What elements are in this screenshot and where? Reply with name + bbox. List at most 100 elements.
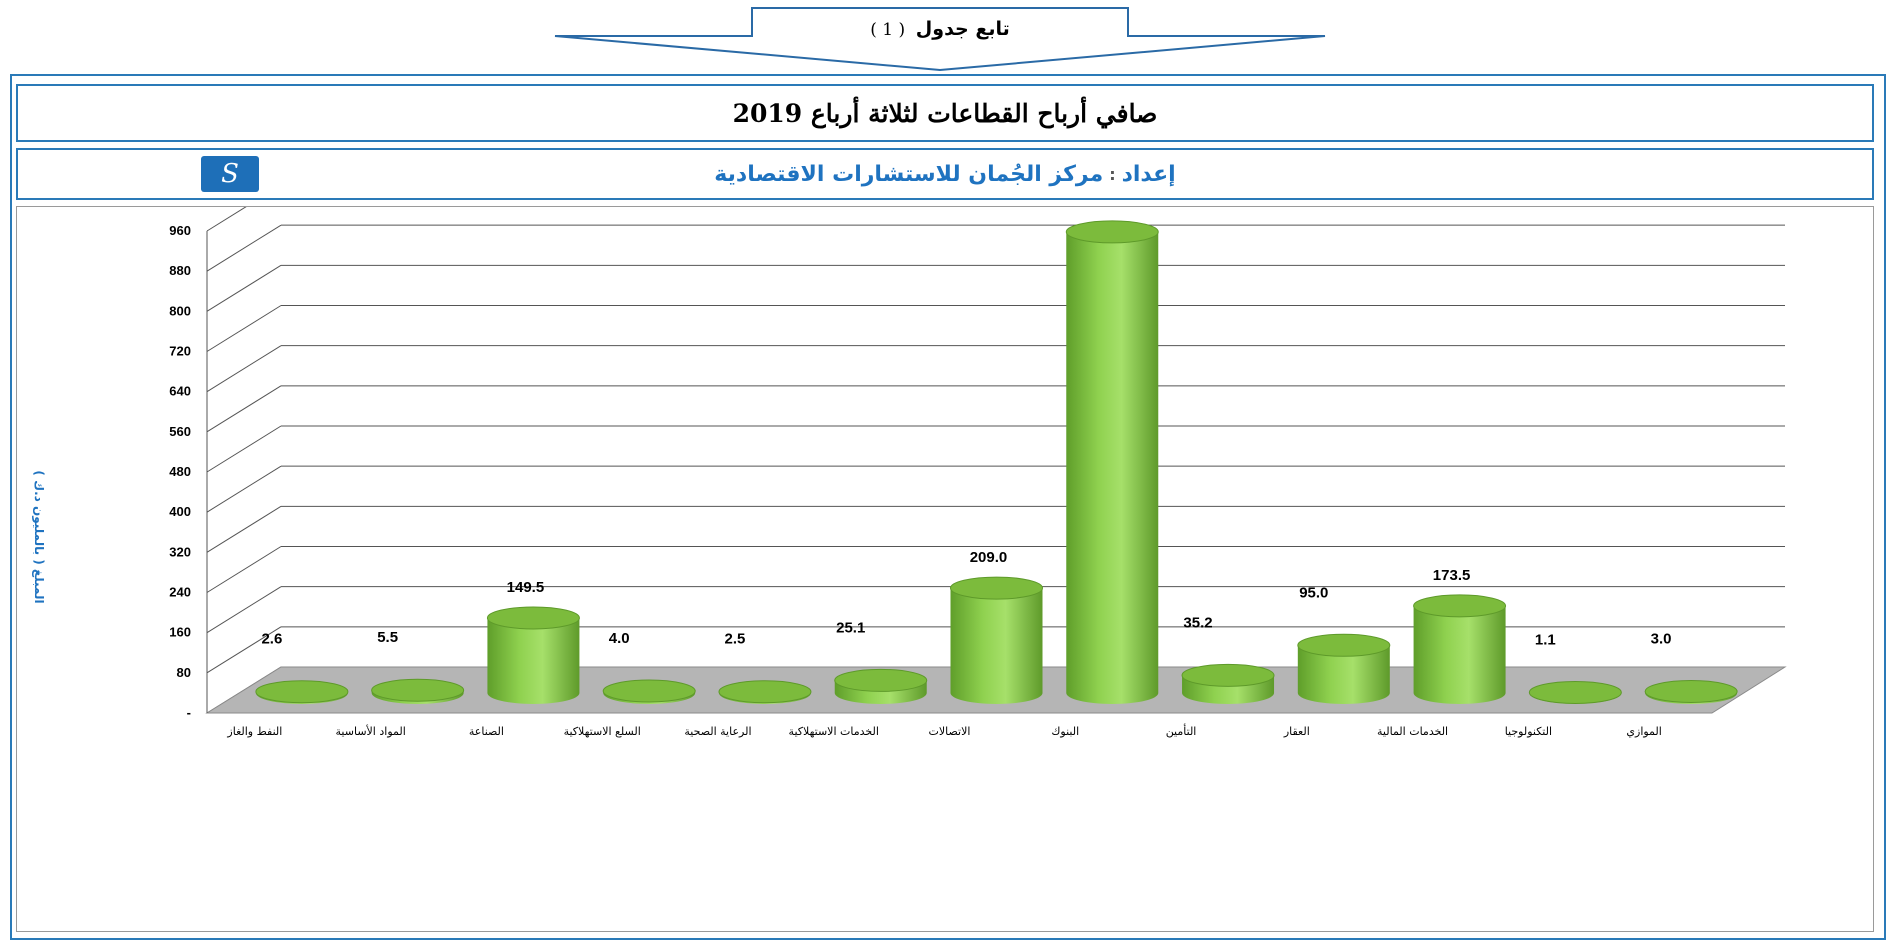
table-number: ( 1 )	[870, 20, 906, 40]
gridline-depth	[206, 546, 282, 593]
data-label: 5.5	[377, 629, 398, 646]
y-tick-label: 800	[169, 303, 191, 318]
table-label-text: تابع جدول	[915, 18, 1010, 40]
bar-top	[1644, 679, 1738, 703]
bar-10	[1413, 594, 1507, 704]
bar-body	[1297, 645, 1390, 704]
title-box: صافي أرباح القطاعات لثلاثة أرباع 2019	[16, 84, 1874, 142]
data-label: 25.1	[836, 619, 865, 636]
x-tick-label: السلع الاستهلاكية	[564, 725, 641, 738]
x-tick-label: الخدمات الاستهلاكية	[789, 725, 879, 738]
bar-12	[1644, 679, 1738, 704]
data-label: 173.5	[1433, 567, 1471, 584]
bar-body	[834, 680, 927, 704]
gridline-depth	[206, 626, 282, 674]
bar-top	[371, 678, 465, 702]
y-tick-label: 720	[169, 344, 191, 359]
gridline-depth	[206, 505, 282, 553]
y-tick-label: -	[187, 705, 191, 720]
bar-body	[1066, 231, 1159, 705]
x-tick-label: العقار	[1283, 725, 1310, 738]
bar-top	[602, 679, 696, 703]
y-tick-label: 880	[169, 263, 191, 278]
gridline-depth	[206, 305, 282, 352]
bar-0	[255, 680, 349, 704]
page-title: صافي أرباح القطاعات لثلاثة أرباع 2019	[732, 98, 1158, 128]
bar-top	[1065, 220, 1159, 244]
bar-top	[718, 680, 812, 704]
gridline-depth	[206, 425, 282, 473]
x-tick-label: التأمين	[1166, 723, 1197, 738]
x-tick-label: الصناعة	[469, 725, 504, 738]
bar-body	[950, 588, 1043, 704]
data-label: 35.2	[1183, 614, 1212, 631]
y-tick-label: 480	[169, 464, 191, 479]
data-label: 149.5	[507, 579, 545, 596]
aljuman-logo-icon: S	[201, 156, 259, 192]
data-label: 4.0	[609, 630, 630, 647]
bar-top	[950, 576, 1043, 600]
y-tick-label: 960	[169, 223, 191, 238]
x-tick-label: النفط والغاز	[226, 725, 282, 738]
bar-5	[834, 668, 928, 704]
gridline-depth	[206, 465, 282, 513]
credit-box: إعداد : مركز الجُمان للاستشارات الاقتصاد…	[16, 148, 1874, 200]
x-tick-label: الرعاية الصحية	[684, 725, 751, 738]
y-tick-label: 400	[169, 504, 191, 519]
bar-3	[602, 679, 696, 704]
bar-body	[487, 617, 580, 704]
x-tick-label: البنوك	[1051, 725, 1079, 738]
bar-chart: المبلغ ( بالمليون د.ك ) - 80 160 240 320 400 4…	[31, 207, 1787, 738]
y-tick-label: 640	[169, 384, 191, 399]
bar-body	[371, 690, 464, 704]
x-tick-label: الموازي	[1626, 725, 1661, 738]
gridline-depth	[206, 385, 282, 433]
data-label: 95.0	[1299, 584, 1328, 601]
bar-top	[255, 680, 349, 704]
data-label: 2.6	[261, 631, 282, 648]
credit-line: إعداد : مركز الجُمان للاستشارات الاقتصاد…	[18, 150, 1872, 198]
y-tick-label: 240	[169, 585, 191, 600]
bar-top	[486, 606, 580, 630]
table-label: تابع جدول ( 1 )	[751, 18, 1129, 40]
bar-9	[1297, 633, 1391, 704]
credit-org: مركز الجُمان للاستشارات الاقتصادية	[714, 161, 1104, 187]
bar-4	[718, 680, 812, 704]
y-tick-label: 560	[169, 424, 191, 439]
table-arrow-banner	[554, 7, 1326, 72]
gridline-depth	[206, 224, 282, 272]
bar-top	[834, 668, 928, 692]
bar-body	[1413, 605, 1506, 704]
bar-top	[1528, 680, 1622, 704]
gridline-depth	[206, 207, 247, 232]
bar-top	[1181, 663, 1275, 687]
report-frame	[10, 74, 1886, 940]
x-tick-label: الخدمات المالية	[1377, 725, 1448, 738]
y-tick-label: 80	[177, 665, 191, 680]
credit-prefix: إعداد	[1121, 161, 1176, 187]
bar-top	[1413, 594, 1507, 618]
chart-container: المبلغ ( بالمليون د.ك ) - 80 160 240 320 400 4…	[16, 206, 1874, 932]
bar-1	[371, 678, 465, 704]
x-tick-label: الاتصالات	[929, 725, 971, 738]
y-tick-label: 160	[169, 625, 191, 640]
bar-11	[1528, 680, 1622, 704]
bar-2	[486, 606, 580, 704]
gridline-depth	[206, 345, 282, 393]
bar-7	[1065, 220, 1159, 705]
x-tick-label: التكنولوجيا	[1505, 725, 1552, 738]
data-label: 918.3	[1085, 207, 1123, 210]
gridline-depth	[206, 264, 282, 312]
x-tick-label: المواد الأساسية	[336, 724, 406, 738]
bar-6	[950, 576, 1043, 704]
data-label: 1.1	[1535, 631, 1556, 648]
y-tick-label: 320	[169, 544, 191, 559]
data-label: 209.0	[970, 549, 1008, 566]
bar-body	[1182, 675, 1275, 704]
credit-separator: :	[1109, 164, 1116, 184]
bar-top	[1297, 633, 1391, 657]
y-axis-label: المبلغ ( بالمليون د.ك )	[31, 470, 46, 603]
data-label: 2.5	[725, 631, 746, 648]
bar-8	[1181, 663, 1275, 704]
gridline-depth	[206, 586, 282, 634]
